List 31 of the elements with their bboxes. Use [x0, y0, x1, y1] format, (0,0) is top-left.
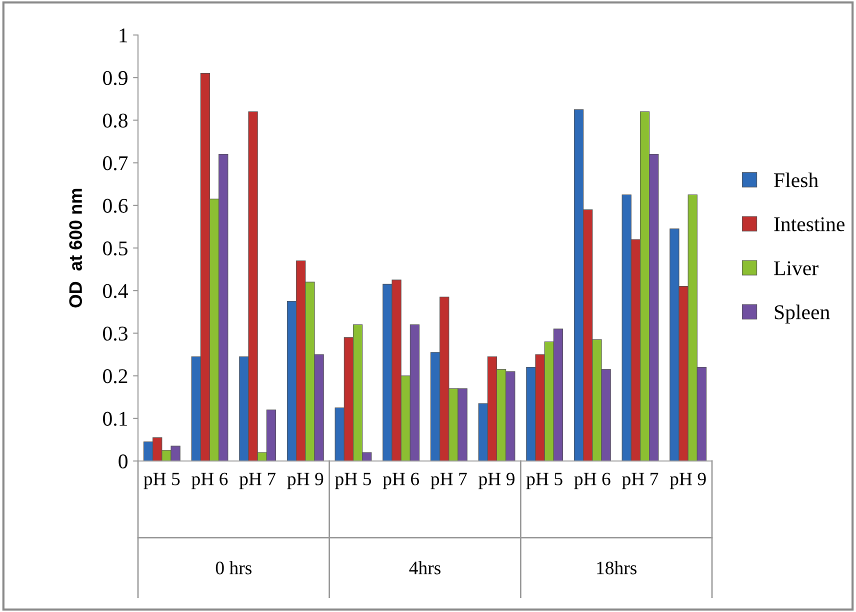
y-tick-label: 0.1 — [103, 412, 128, 426]
y-tick-label: 0.4 — [103, 284, 128, 298]
y-tick-label: 0.9 — [103, 70, 128, 86]
y-tick-label: 0.8 — [103, 114, 128, 128]
x-tick-label: pH 7 — [622, 472, 658, 490]
x-tick-label: pH 7 — [430, 472, 467, 490]
legend-label: Intestine — [774, 217, 844, 232]
x-tick-label: pH 6 — [574, 472, 610, 490]
legend-label: Flesh — [774, 172, 818, 188]
y-tick-label: 0.3 — [103, 326, 128, 341]
text: 0 hrs — [216, 561, 252, 574]
y-tick-label: 0.6 — [103, 198, 128, 213]
text: 18hrs — [597, 561, 636, 574]
y-tick-label: 0.7 — [103, 156, 128, 170]
x-tick-label: pH 5 — [526, 472, 562, 490]
x-tick-label: pH 6 — [382, 472, 420, 490]
x-tick-label: pH 5 — [335, 472, 372, 490]
y-tick-label: 0 — [118, 454, 128, 468]
y-tick-label: 1 — [120, 28, 128, 42]
x-tick-label: pH 7 — [239, 472, 276, 490]
x-tick-label: pH 5 — [144, 472, 180, 490]
legend-label: Spleen — [774, 304, 830, 324]
legend-label: Liver — [774, 261, 818, 276]
y-tick-label: 0.2 — [103, 369, 128, 384]
x-tick-label: pH 9 — [478, 472, 514, 490]
text: 4hrs — [409, 561, 440, 574]
x-tick-label: pH 9 — [287, 472, 324, 490]
x-tick-label: pH 9 — [670, 472, 706, 490]
x-tick-label: pH 6 — [192, 472, 228, 490]
y-axis-title: OD at 600 nm — [69, 188, 82, 308]
y-tick-label: 0.5 — [103, 241, 128, 256]
